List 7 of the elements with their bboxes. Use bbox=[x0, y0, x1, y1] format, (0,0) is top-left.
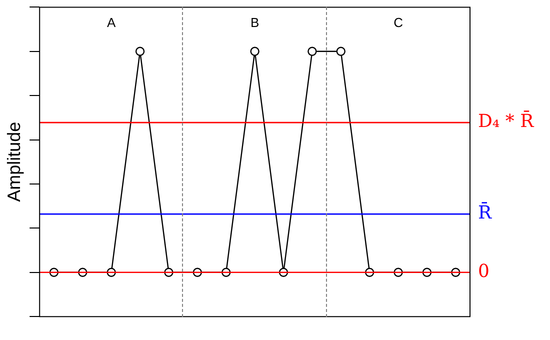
ref-line-label: 0 bbox=[478, 261, 490, 282]
text: C bbox=[394, 15, 403, 30]
text: B bbox=[250, 15, 260, 30]
ref-line-label: R̄ bbox=[478, 201, 492, 224]
text: A bbox=[106, 15, 116, 30]
y-axis-title: Amplitude bbox=[4, 122, 24, 202]
ref-line-label: D₄ * R̄ bbox=[478, 110, 534, 132]
